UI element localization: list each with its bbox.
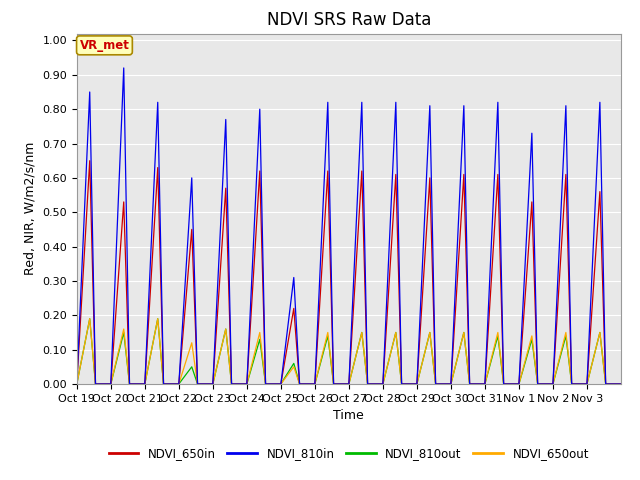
Title: NDVI SRS Raw Data: NDVI SRS Raw Data [267,11,431,29]
NDVI_810out [611,381,619,387]
NDVI_810out [184,369,192,374]
NDVI_650in [467,381,474,387]
Line: NDVI_810in: NDVI_810in [77,68,621,384]
NDVI_650in [73,381,81,387]
NDVI_650in [419,292,426,298]
Text: VR_met: VR_met [79,39,129,52]
NDVI_650in [534,381,541,387]
NDVI_650out [73,381,81,387]
NDVI_810in [120,65,127,71]
NDVI_810in [617,381,625,387]
NDVI_650out [501,381,509,387]
NDVI_650out [184,351,192,357]
NDVI_810in [184,229,192,235]
NDVI_810in [73,381,81,387]
NDVI_810in [501,381,509,387]
NDVI_650out [86,316,93,322]
Y-axis label: Red, NIR, W/m2/s/nm: Red, NIR, W/m2/s/nm [24,142,36,276]
NDVI_810out [86,316,93,322]
NDVI_810in [467,381,474,387]
NDVI_650in [611,381,619,387]
NDVI_810out [467,381,474,387]
NDVI_810in [611,381,619,387]
NDVI_650in [617,381,625,387]
NDVI_650in [86,158,93,164]
Legend: NDVI_650in, NDVI_810in, NDVI_810out, NDVI_650out: NDVI_650in, NDVI_810in, NDVI_810out, NDV… [104,443,594,465]
NDVI_650out [467,381,474,387]
NDVI_810in [419,260,426,266]
NDVI_650in [184,267,192,273]
NDVI_810in [534,381,541,387]
Line: NDVI_810out: NDVI_810out [77,319,621,384]
NDVI_650out [419,359,426,364]
Line: NDVI_650out: NDVI_650out [77,319,621,384]
NDVI_650out [534,381,541,387]
NDVI_810out [419,359,426,364]
NDVI_810out [617,381,625,387]
X-axis label: Time: Time [333,409,364,422]
NDVI_650out [611,381,619,387]
NDVI_810out [501,381,509,387]
NDVI_810out [534,381,541,387]
Line: NDVI_650in: NDVI_650in [77,161,621,384]
NDVI_650in [501,381,509,387]
NDVI_810out [73,381,81,387]
NDVI_650out [617,381,625,387]
